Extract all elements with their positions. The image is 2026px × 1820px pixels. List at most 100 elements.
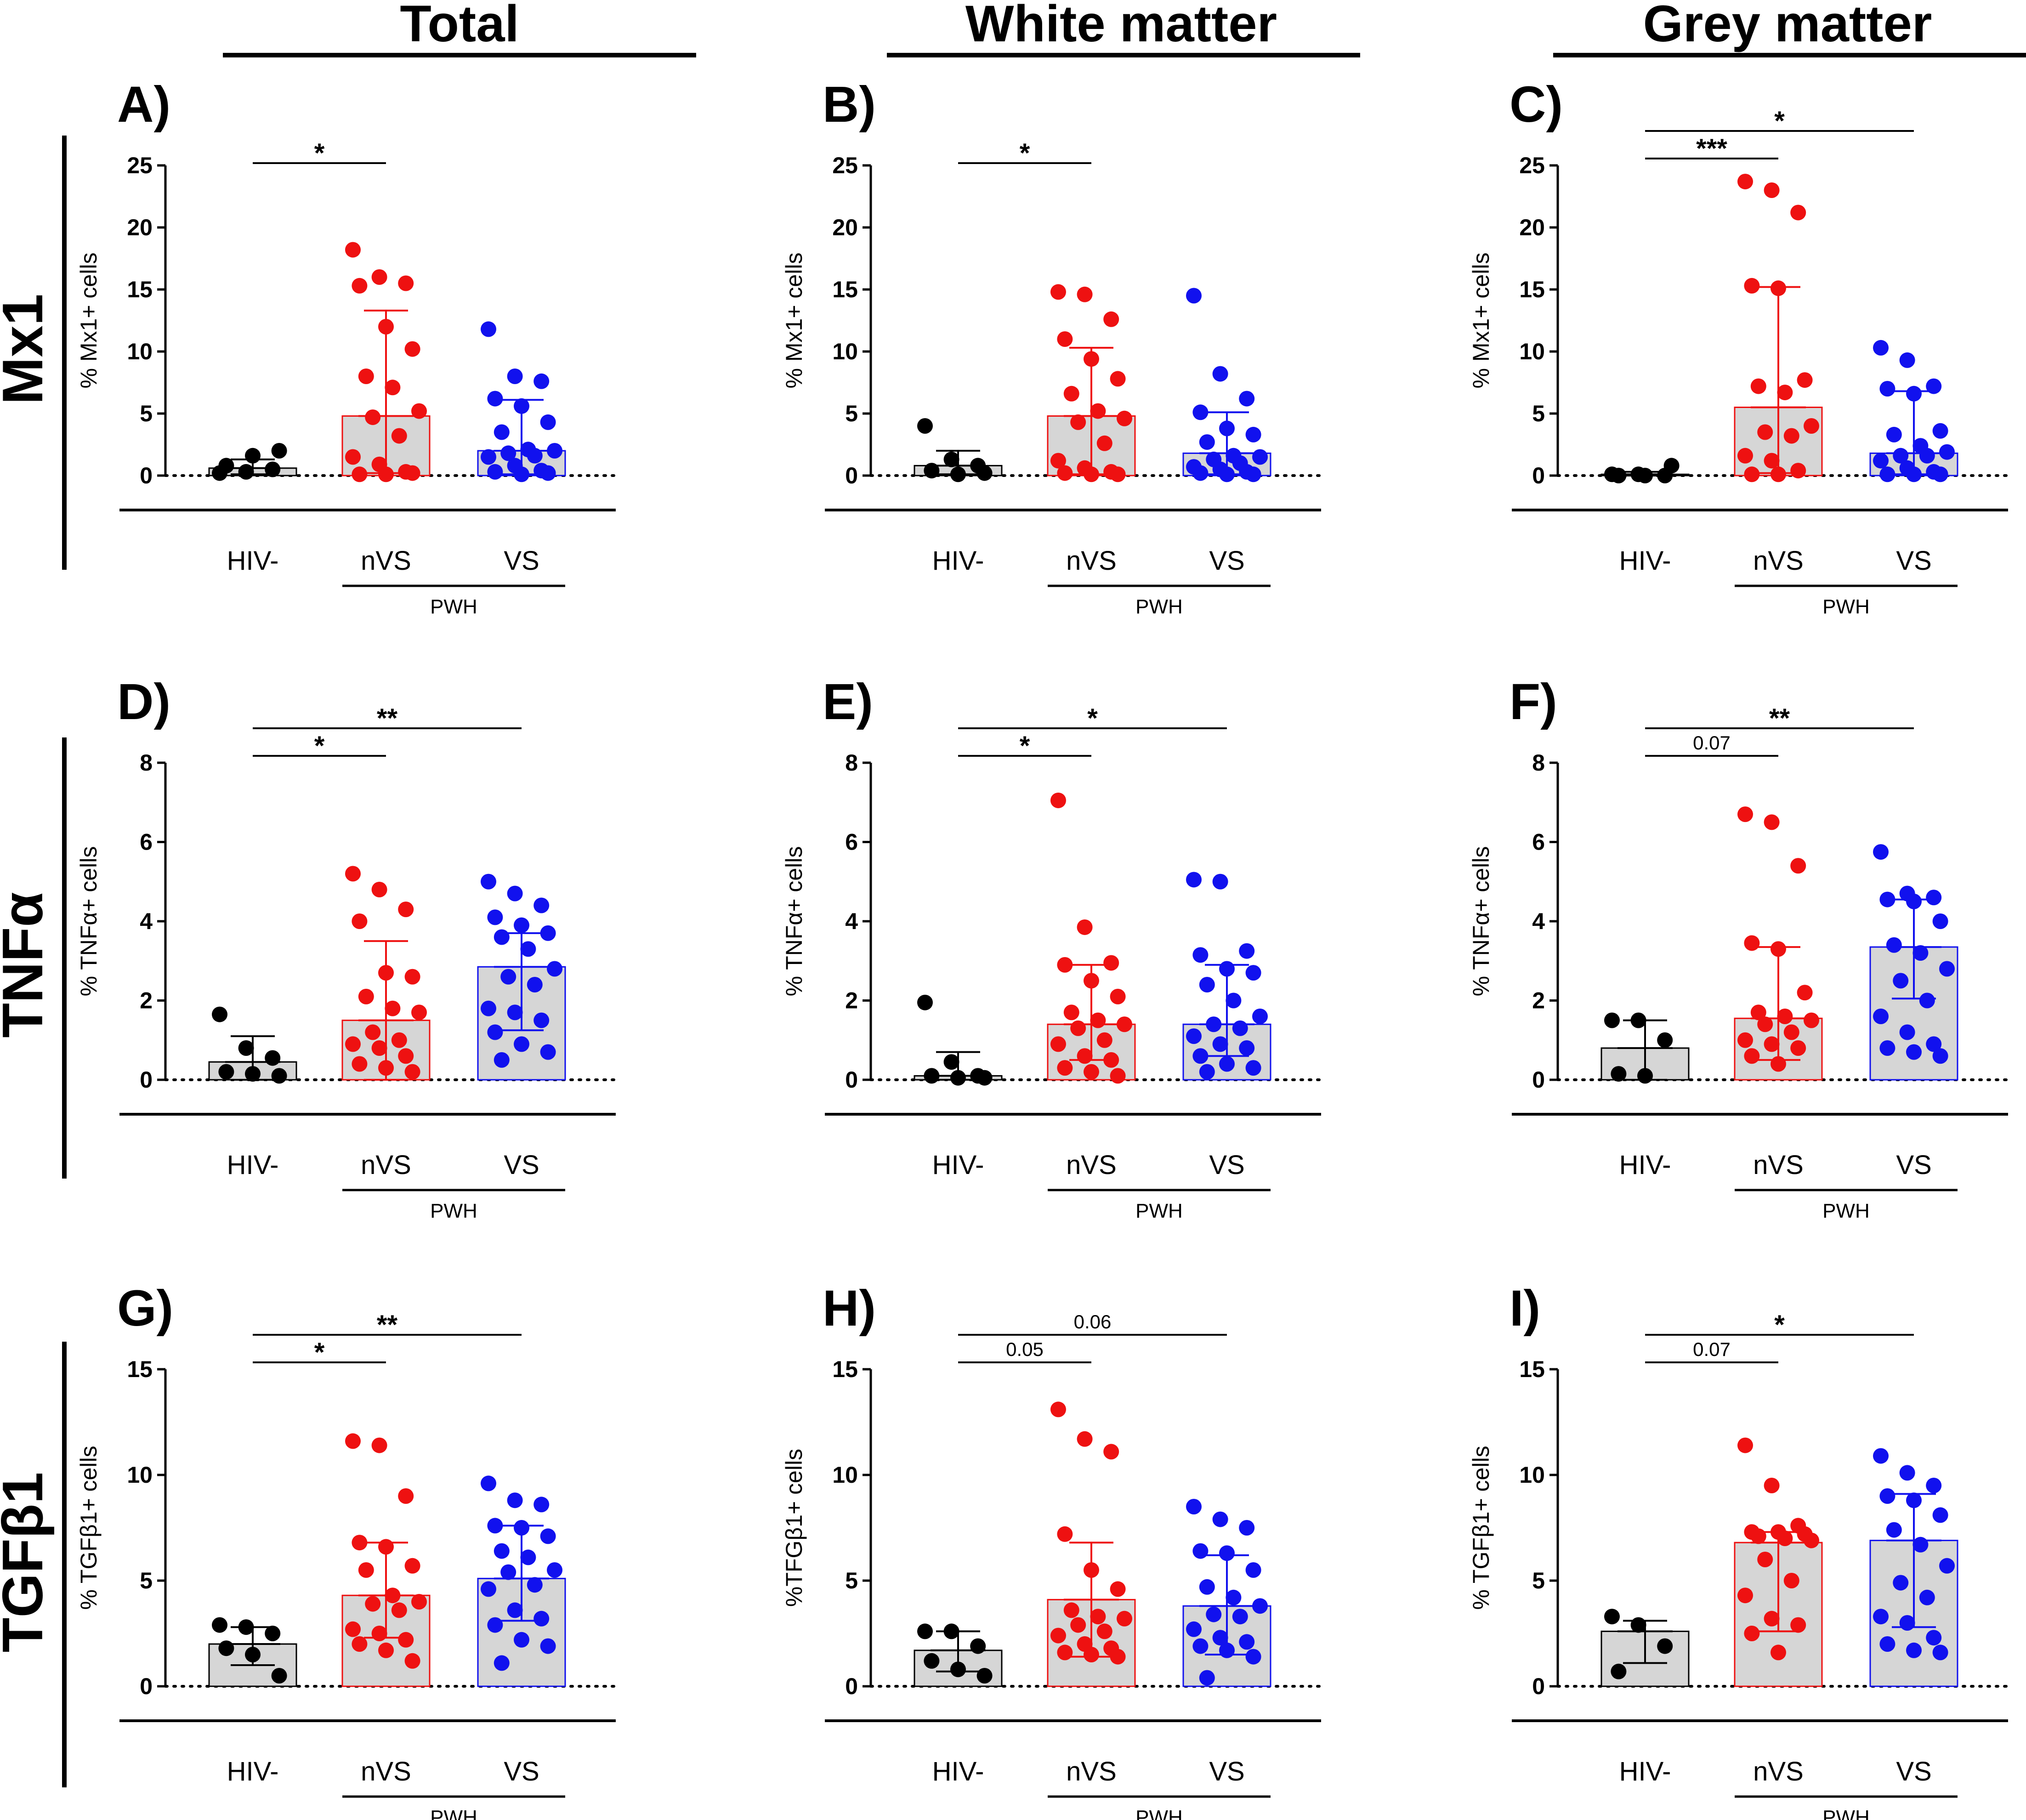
panel-f-comparison-label: ** [1769, 703, 1790, 733]
panel-f-vs-data-point [1886, 937, 1902, 953]
panel-f-vs-data-point [1932, 913, 1948, 929]
panel-b-nvs-data-point [1070, 414, 1086, 430]
panel-a-vs-data-point [533, 373, 550, 389]
panel-g-category-vs: VS [504, 1757, 539, 1786]
panel-e-nvs-data-point [1057, 1060, 1073, 1076]
panel-i-vs-data-point [1912, 1537, 1929, 1553]
panel-d-vs-data-point [481, 1000, 496, 1016]
panel-d-vs-data-point [500, 969, 516, 985]
panel-c-vs-data-point [1939, 444, 1955, 460]
panel-g-vs-data-point [494, 1543, 510, 1559]
panel-e-comparison-label: * [1087, 703, 1098, 733]
panel-a-nvs-data-point [404, 465, 420, 481]
panel-i-vs-data-point [1919, 1589, 1935, 1605]
panel-d-pwh-label: PWH [430, 1200, 477, 1222]
panel-i-vs-data-point [1873, 1609, 1889, 1625]
panel-f-nvs-data-point [1764, 814, 1780, 830]
panel-f-nvs-data-point [1797, 985, 1813, 1001]
panel-e-vs-data-point [1192, 947, 1209, 963]
panel-b-category-hiv: HIV- [932, 546, 984, 576]
row-label-mx1: Mx1 [0, 294, 55, 404]
panel-c-y-tick-label: 25 [1519, 153, 1545, 178]
panel-d-nvs-data-point [385, 1000, 401, 1016]
panel-d-vs-data-point [494, 1052, 510, 1068]
panel-i-vs-data-point [1899, 1465, 1915, 1481]
panel-g-vs-data-point [533, 1610, 550, 1627]
panel-e-vs-data-point [1199, 1064, 1215, 1080]
panel-g-y-tick-label: 15 [127, 1356, 153, 1382]
panel-e-vs-data-point [1252, 1009, 1268, 1024]
panel-i-y-tick-label: 15 [1519, 1356, 1545, 1382]
panel-d-y-tick-label: 0 [140, 1067, 153, 1093]
panel-i-hiv-data-point [1657, 1638, 1673, 1654]
panel-i-hiv-data-point [1604, 1609, 1620, 1625]
panel-a-hiv-data-point [218, 458, 234, 474]
panel-h-vs-data-point [1239, 1634, 1255, 1650]
panel-h-vs-data-point [1199, 1579, 1215, 1595]
panel-d-y-tick-label: 6 [140, 829, 153, 855]
panel-b-vs-data-point [1245, 426, 1261, 442]
panel-a-vs-data-point [527, 448, 543, 464]
panel-f-vs-data-point [1906, 1044, 1922, 1060]
panel-i-y-tick-label: 5 [1532, 1568, 1545, 1593]
panel-g-vs-data-point [514, 1632, 529, 1648]
panel-d-nvs-data-point [358, 988, 374, 1004]
panel-b-category-vs: VS [1209, 546, 1244, 576]
panel-c-vs-data-point [1932, 466, 1948, 482]
panel-d-nvs-data-point [345, 1036, 361, 1052]
panel-b-comparison-label: * [1020, 138, 1030, 168]
panel-d-hiv-data-point [271, 1068, 287, 1084]
panel-h-y-axis-label: %TFGβ1+ cells [781, 1449, 807, 1607]
panel-h-vs-data-point [1239, 1520, 1255, 1536]
panel-a-y-axis-label: % Mx1+ cells [76, 253, 102, 389]
panel-h-nvs-data-point [1070, 1617, 1086, 1633]
panel-g-hiv-data-point [218, 1640, 234, 1656]
panel-a-vs-data-point [547, 443, 562, 459]
panel-e-hiv-data-point [917, 994, 933, 1010]
panel-b-nvs-data-point [1057, 465, 1073, 481]
panel-e-y-tick-label: 4 [845, 908, 858, 934]
panel-c-letter: C) [1510, 76, 1563, 133]
panel-h-vs-data-point [1245, 1562, 1261, 1578]
panel-d-category-hiv: HIV- [227, 1150, 279, 1180]
panel-g-vs-data-point [507, 1602, 523, 1618]
panel-e-y-tick-label: 6 [845, 829, 858, 855]
panel-d-vs-data-point [507, 1004, 523, 1021]
panel-g-nvs-data-point [358, 1562, 374, 1578]
panel-f-hiv-data-point [1604, 1012, 1620, 1028]
panel-i-vs-data-point [1879, 1488, 1895, 1504]
panel-b: B) 0 5 10 15 20 25 % Mx1+ cells HIV-nVS VS PWH * [781, 76, 1322, 618]
panel-i-vs-data-point [1926, 1478, 1942, 1493]
panel-e-nvs-data-point [1077, 919, 1093, 935]
row-label-tgfb1: TGFβ1 [0, 1472, 55, 1653]
panel-h-vs-data-point [1206, 1606, 1222, 1622]
panel-h-hiv-data-point [976, 1668, 993, 1684]
panel-a-nvs-data-point [378, 466, 394, 482]
panel-g-nvs-data-point [352, 1636, 368, 1652]
panel-h-nvs-data-point [1117, 1610, 1132, 1627]
panel-c-vs-data-point [1879, 381, 1895, 397]
panel-b-hiv-data-point [917, 418, 933, 434]
panel-d-nvs-data-point [345, 866, 361, 882]
panel-g-vs-data-point [507, 1492, 523, 1508]
panel-h-category-vs: VS [1209, 1757, 1244, 1786]
panel-h-category-nvs: nVS [1066, 1757, 1117, 1786]
panel-d-y-tick-label: 2 [140, 988, 153, 1014]
panel-f-pwh-label: PWH [1822, 1200, 1870, 1222]
panel-e-vs-data-point [1245, 965, 1261, 981]
panel-c-vs-data-point [1893, 448, 1909, 464]
panel-f-category-vs: VS [1896, 1150, 1931, 1180]
panel-f-vs-data-point [1879, 891, 1895, 907]
panel-h-nvs-data-point [1110, 1649, 1126, 1665]
panel-c-nvs-data-point [1790, 463, 1806, 479]
panel-d-nvs-data-point [371, 882, 387, 897]
panel-e-pwh-label: PWH [1135, 1200, 1183, 1222]
panel-h-hiv-data-point [970, 1638, 986, 1654]
panel-e-category-nvs: nVS [1066, 1150, 1117, 1180]
panel-b-y-tick-label: 10 [832, 339, 858, 364]
panel-d-y-tick-label: 8 [140, 750, 153, 776]
panel-f-nvs-data-point [1757, 1016, 1773, 1032]
panel-c-comparison-label: * [1774, 106, 1785, 136]
panel-g-hiv-data-point [212, 1617, 227, 1633]
